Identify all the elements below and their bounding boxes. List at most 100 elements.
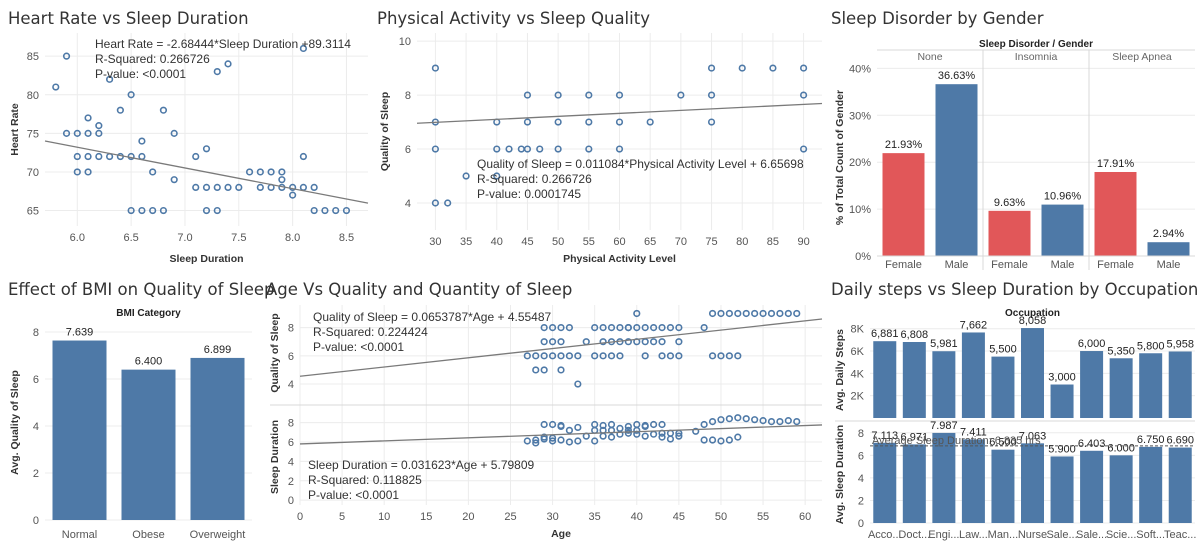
- scatter-point: [799, 64, 808, 72]
- scatter-point: [658, 420, 666, 429]
- scatter-point: [84, 168, 92, 176]
- scatter-point: [616, 424, 624, 432]
- y-tick-label: 0: [288, 495, 294, 507]
- data-label: 6.899: [204, 344, 232, 356]
- scatter-point: [213, 206, 221, 215]
- y-tick-label: 6: [33, 374, 39, 386]
- scatter-point: [700, 323, 708, 332]
- panel-sleep-disorder: Sleep Disorder by Gender Sleep Disorder …: [825, 0, 1200, 275]
- data-label: 7.063: [1019, 430, 1047, 442]
- x-tick-label: 7.0: [177, 232, 192, 244]
- bar: [1109, 358, 1133, 418]
- scatter-point: [799, 91, 808, 99]
- y-tick-label: 2: [858, 495, 864, 507]
- bar: [1139, 353, 1163, 418]
- scatter-point: [759, 309, 767, 318]
- y-tick-label: 6: [405, 144, 411, 156]
- scatter-point: [738, 64, 746, 72]
- group-label: None: [917, 51, 942, 63]
- data-label: 7.987: [930, 420, 958, 432]
- data-label: 5,350: [1107, 345, 1135, 357]
- scatter-point: [532, 436, 540, 444]
- scatter-point: [751, 416, 759, 424]
- scatter-point: [734, 309, 742, 318]
- scatter-point: [650, 323, 658, 332]
- data-label: 6.403: [1078, 438, 1106, 450]
- scatter-point: [256, 183, 264, 191]
- trend-annotation-line: P-value: <0.0001: [308, 488, 399, 502]
- data-label: 8,058: [1019, 315, 1047, 327]
- scatter-point: [493, 145, 501, 153]
- bar: [1168, 447, 1192, 523]
- scatter-point: [523, 145, 532, 153]
- bar: [1021, 328, 1044, 418]
- trend-annotation-line: R-Squared: 0.266726: [477, 172, 592, 186]
- scatter-point: [202, 145, 211, 153]
- x-tick-label: Female: [991, 259, 1028, 271]
- panel-occupation: Daily steps vs Sleep Duration by Occupat…: [825, 275, 1200, 544]
- y-tick-label: 6: [288, 437, 294, 449]
- panel-title-heart-rate: Heart Rate vs Sleep Duration: [8, 9, 249, 28]
- bar: [991, 356, 1015, 418]
- data-label: 5,981: [930, 338, 958, 350]
- x-tick-label: 75: [705, 236, 717, 248]
- scatter-point: [574, 352, 582, 360]
- y-tick-label: 4: [858, 473, 864, 485]
- data-label: 7.411: [960, 426, 987, 438]
- scatter-point: [624, 429, 632, 437]
- y-tick-label: 8: [405, 90, 411, 102]
- column-header: BMI Category: [116, 308, 181, 319]
- data-label: 17.91%: [1097, 158, 1135, 170]
- scatter-point: [599, 323, 607, 332]
- x-tick-label: 40: [491, 236, 503, 248]
- panel-title-occupation: Daily steps vs Sleep Duration by Occupat…: [831, 280, 1199, 299]
- data-label: 7.113: [871, 430, 898, 442]
- scatter-point: [536, 145, 544, 153]
- x-tick-label: 30: [429, 236, 441, 248]
- bar: [1050, 384, 1074, 418]
- scatter-point: [793, 309, 801, 318]
- scatter-point: [725, 352, 733, 360]
- scatter-point: [548, 420, 557, 429]
- scatter-point: [342, 206, 351, 215]
- scatter-point: [267, 168, 275, 176]
- sleep-disorder-bar-chart: Sleep Disorder / Gender 0% 10% 20% 30% 40% Non…: [834, 39, 1195, 271]
- scatter-point: [73, 152, 81, 161]
- y-tick-label: 8: [33, 327, 39, 339]
- scatter-point: [540, 366, 548, 374]
- scatter-point: [557, 338, 565, 346]
- scatter-point: [692, 427, 700, 435]
- scatter-point: [767, 418, 776, 426]
- scatter-point: [548, 338, 557, 346]
- panel-bmi: Effect of BMI on Quality of Sleep BMI Ca…: [0, 275, 275, 544]
- bar: [932, 351, 956, 418]
- trend-line: [44, 140, 369, 204]
- x-tick-label: 25: [504, 511, 516, 523]
- x-tick-label: 35: [589, 511, 601, 523]
- y-tick-label: 2K: [851, 391, 865, 403]
- scatter-point: [444, 199, 452, 207]
- scatter-point: [565, 426, 574, 434]
- scatter-point: [548, 437, 557, 445]
- y-tick-label: 6: [288, 351, 294, 363]
- scatter-point: [557, 436, 565, 444]
- y-tick-label: 8K: [851, 324, 865, 336]
- scatter-point: [585, 91, 593, 99]
- y-tick-label: 8: [858, 428, 864, 440]
- scatter-point: [751, 309, 759, 318]
- scatter-point: [615, 145, 624, 153]
- scatter-point: [616, 430, 624, 438]
- scatter-point: [607, 352, 616, 360]
- y-tick-label: 0: [33, 515, 39, 527]
- y-axis-label: % of Total Count of Gender: [834, 90, 846, 225]
- scatter-point: [658, 338, 666, 346]
- scatter-point: [776, 418, 784, 426]
- data-label: 6.000: [1107, 442, 1135, 454]
- x-tick-label: Sale...: [1076, 529, 1107, 541]
- scatter-point: [615, 91, 624, 99]
- trend-line: [299, 424, 823, 445]
- data-label: 5,958: [1166, 338, 1194, 350]
- scatter-point: [646, 118, 654, 126]
- scatter-point: [289, 183, 297, 191]
